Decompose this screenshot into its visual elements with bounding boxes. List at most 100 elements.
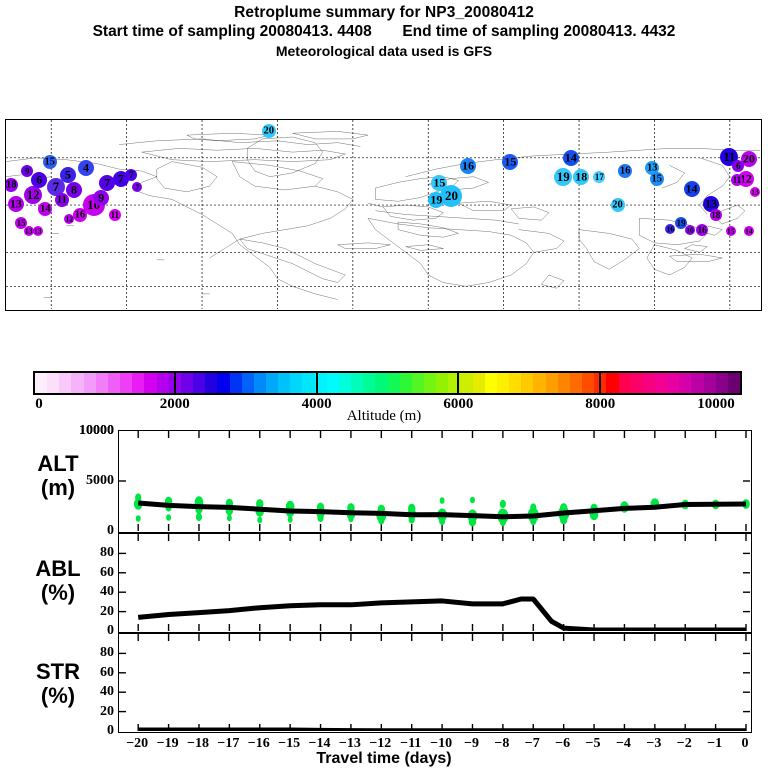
alt-scatter-point — [408, 515, 415, 524]
coastline — [383, 205, 443, 220]
colorbar-swatch — [265, 373, 279, 393]
coastline — [662, 165, 685, 188]
alt-scatter-point — [468, 516, 477, 527]
colorbar-tick-label: 0 — [35, 396, 43, 412]
colorbar-divider — [315, 371, 318, 395]
colorbar-swatch — [375, 373, 388, 393]
coastline — [579, 230, 639, 270]
retroplume-dot — [618, 164, 633, 179]
x-axis-tick-label: −20 — [126, 736, 149, 751]
retroplume-dot — [703, 195, 720, 212]
retroplume-dot — [24, 186, 43, 205]
colorbar-swatch — [618, 373, 631, 393]
coastline — [210, 186, 353, 258]
colorbar-swatch — [399, 373, 412, 393]
str-plot-area — [119, 634, 750, 731]
colorbar-swatch — [253, 373, 266, 393]
colorbar-swatch — [59, 373, 72, 393]
colorbar-swatch — [667, 373, 680, 393]
colorbar-swatch — [484, 373, 497, 393]
retroplume-dot — [54, 192, 69, 207]
map-coastlines — [6, 120, 760, 309]
alt-scatter-point — [499, 499, 506, 509]
y-axis-tick-label: 40 — [100, 684, 114, 700]
retroplume-dot — [59, 167, 76, 184]
abl-chart-panel[interactable] — [118, 533, 752, 633]
y-axis-tick-label: 80 — [100, 545, 114, 561]
colorbar-swatch — [144, 373, 157, 393]
colorbar-title: Altitude (m) — [346, 408, 422, 424]
colorbar-swatch — [472, 373, 485, 393]
colorbar-swatch — [654, 373, 668, 393]
y-axis-tick-label: 80 — [100, 645, 114, 661]
coastline — [368, 218, 534, 286]
x-axis-tick-label: −11 — [400, 736, 422, 751]
x-axis-tick-label: −9 — [463, 736, 479, 751]
retroplume-dot — [125, 169, 138, 182]
colorbar-swatch — [217, 373, 230, 393]
colorbar-tick-label: 2000 — [159, 396, 190, 412]
x-axis-tick-label: −1 — [707, 736, 723, 751]
colorbar-swatch — [83, 373, 96, 393]
colorbar-swatch — [132, 373, 145, 393]
x-axis-tick-label: −16 — [247, 736, 270, 751]
x-axis-tick-label: −18 — [186, 736, 209, 751]
coastline — [519, 230, 564, 253]
y-axis-tick-label: 10000 — [79, 423, 114, 438]
retroplume-dot — [460, 157, 477, 174]
retroplume-dot — [42, 154, 57, 169]
alt-chart-panel[interactable] — [118, 430, 752, 533]
x-axis-tick-label: −8 — [494, 736, 510, 751]
alt-scatter-point — [166, 514, 172, 521]
x-axis-tick-label: −13 — [338, 736, 361, 751]
alt-scatter-point — [530, 516, 537, 526]
alt-scatter-point — [135, 515, 141, 522]
retroplume-dot — [725, 226, 736, 237]
colorbar-divider — [599, 371, 602, 395]
alt-scatter-point — [287, 516, 293, 523]
colorbar-swatch — [642, 373, 655, 393]
coastline — [685, 245, 708, 253]
colorbar-swatch — [545, 373, 558, 393]
colorbar-swatch — [436, 373, 449, 393]
colorbar-swatch — [71, 373, 84, 393]
colorbar-swatch — [387, 373, 400, 393]
colorbar-swatch — [120, 373, 133, 393]
colorbar-tick-label: 6000 — [443, 396, 474, 412]
coastline — [700, 158, 730, 215]
str-chart-panel[interactable] — [118, 633, 752, 733]
colorbar-swatch — [569, 373, 583, 393]
start-time-label: Start time of sampling 20080413. 4408 — [92, 23, 372, 40]
x-axis-tick-label: −3 — [646, 736, 662, 751]
y-axis-tick-label: 60 — [100, 564, 114, 580]
x-axis-tick-label: −14 — [308, 736, 331, 751]
colorbar-swatch — [290, 373, 303, 393]
retroplume-dot — [93, 189, 110, 206]
colorbar-swatch — [338, 373, 352, 393]
colorbar-swatch — [679, 373, 692, 393]
x-axis-title: Travel time (days) — [316, 750, 452, 767]
altitude-colorbar[interactable] — [33, 371, 742, 395]
alt-scatter-point — [470, 496, 475, 504]
alt-scatter-point — [499, 517, 506, 527]
retroplume-dot — [65, 182, 82, 199]
coastline — [368, 203, 383, 207]
colorbar-swatch — [278, 373, 291, 393]
retroplume-dot — [64, 213, 75, 224]
world-map[interactable]: 18 13 15 9 12 6 14 15 7 11 5 8 16 4 10 9 7 11 7 13 13 12 7 7 20 1… — [5, 119, 762, 311]
y-axis-max-label: 10000 — [79, 423, 114, 438]
colorbar-swatch — [193, 373, 206, 393]
colorbar-swatch — [582, 373, 595, 393]
retroplume-dot — [573, 169, 590, 185]
retroplume-dot — [740, 150, 757, 167]
y-axis-tick-label: 0 — [107, 523, 114, 538]
coastline — [247, 137, 322, 177]
y-axis-tick-label: 20 — [100, 603, 114, 619]
colorbar-swatch — [314, 373, 327, 393]
coastline — [187, 133, 270, 141]
colorbar-swatch — [606, 373, 619, 393]
y-axis-tick-label: 5000 — [86, 473, 114, 488]
colorbar-swatch — [521, 373, 534, 393]
colorbar-swatch — [727, 373, 741, 393]
alt-scatter-point — [348, 515, 354, 523]
